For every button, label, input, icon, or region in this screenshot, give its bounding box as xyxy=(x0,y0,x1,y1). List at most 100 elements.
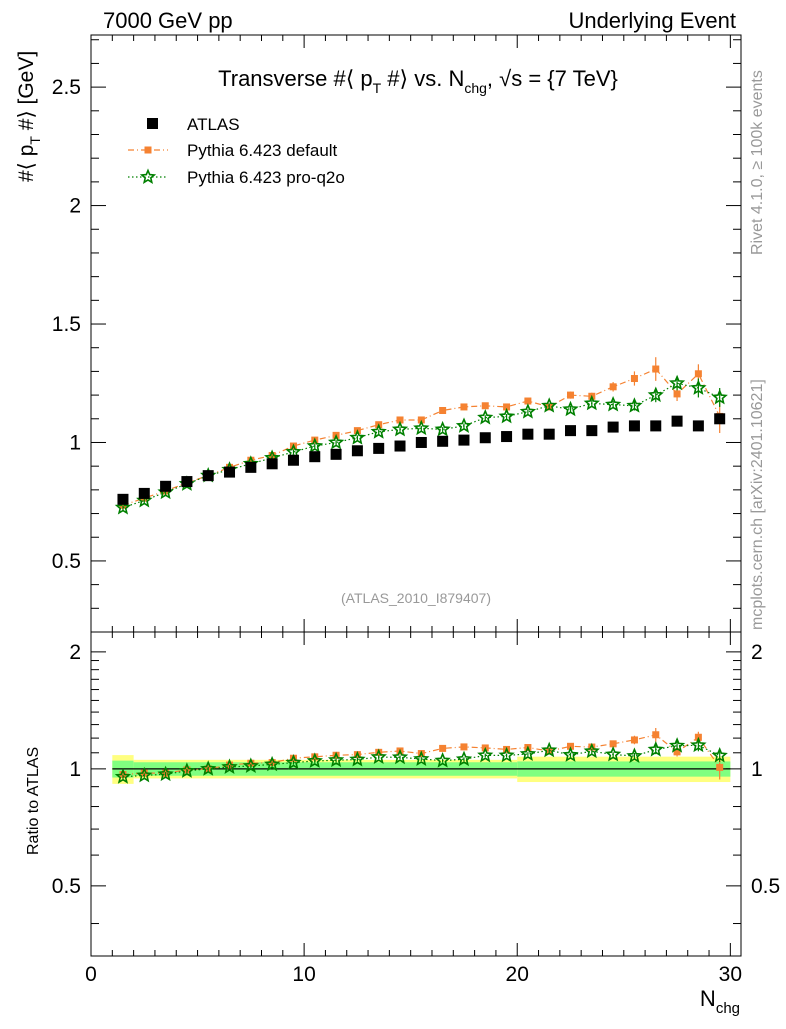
default-point xyxy=(481,402,489,410)
proq2o-point xyxy=(114,499,132,515)
proq2o-point xyxy=(391,420,409,437)
default-point xyxy=(630,375,638,383)
ratio-proq2o-point xyxy=(562,746,579,762)
atlas-point xyxy=(224,466,236,478)
default-point xyxy=(567,391,575,399)
ratio-proq2o-point xyxy=(242,757,260,773)
proq2o-point xyxy=(668,374,686,391)
atlas-point xyxy=(522,428,534,440)
y-tick-label: 2.5 xyxy=(52,76,81,99)
x-axis-label: Nchg xyxy=(700,986,740,1017)
default-point xyxy=(652,365,660,373)
atlas-point xyxy=(437,435,449,447)
atlas-point xyxy=(266,458,278,470)
x-tick-label: 30 xyxy=(719,963,742,986)
ratio-proq2o-point xyxy=(690,736,707,753)
atlas-point xyxy=(458,434,470,446)
atlas-point xyxy=(138,487,150,499)
atlas-point xyxy=(671,415,683,427)
default-point xyxy=(694,370,702,378)
ratio-proq2o-point xyxy=(434,752,451,768)
atlas-point xyxy=(394,440,406,452)
legend: ATLAS Pythia 6.423 default Pythia 6.423 … xyxy=(128,115,345,187)
atlas-point xyxy=(181,476,193,488)
ratio-proq2o-point xyxy=(455,750,473,767)
ratio-default-point xyxy=(630,736,638,744)
ratio-proq2o-line xyxy=(122,744,720,778)
atlas-point xyxy=(628,420,640,432)
ratio-proq2o-point xyxy=(136,766,153,783)
ratio-default-point xyxy=(119,771,127,779)
ratio-proq2o-point xyxy=(711,747,728,763)
proq2o-point xyxy=(455,417,473,433)
y-tick-label: 1.5 xyxy=(52,313,81,336)
ratio-y-axis-label: Ratio to ATLAS xyxy=(25,747,42,855)
ratio-panel: 0 10 20 30 0.5 0.5 1 1 2 2 Ratio to ATLAS Nchg xyxy=(25,631,780,1017)
ratio-proq2o-point xyxy=(157,765,174,782)
atlas-point xyxy=(714,413,726,425)
atlas-point xyxy=(351,445,363,457)
default-point xyxy=(396,416,404,424)
x-tick-label: 10 xyxy=(292,963,315,986)
default-point xyxy=(439,406,447,414)
ratio-default-point xyxy=(289,754,297,762)
ratio-proq2o-point xyxy=(647,741,664,757)
proq2o-point xyxy=(541,397,558,413)
ratio-proq2o-point xyxy=(306,752,323,768)
atlas-point xyxy=(117,493,129,505)
atlas-point xyxy=(501,431,513,443)
proq2o-point xyxy=(306,437,324,453)
ratio-default-point xyxy=(460,743,468,751)
proq2o-point xyxy=(477,409,494,425)
y-tick-label: 0.5 xyxy=(52,550,81,573)
ratio-proq2o-point xyxy=(200,760,217,776)
ratio-proq2o-point xyxy=(668,737,686,753)
default-point xyxy=(247,456,255,464)
rivet-label: Rivet 4.1.0, ≥ 100k events xyxy=(749,70,766,255)
ratio-default-point xyxy=(716,763,724,771)
y-tick-label: 2 xyxy=(69,195,81,218)
legend-marker-atlas xyxy=(147,118,158,129)
proq2o-point xyxy=(498,407,515,424)
ratio-default-point xyxy=(439,744,447,752)
legend-item-default: Pythia 6.423 default xyxy=(128,141,338,160)
proq2o-point xyxy=(434,420,451,437)
main-panel: 0.5 1 1.5 2 2.5 Transverse #⟨ pT #⟩ vs. Nchg… xyxy=(15,34,742,633)
ratio-proq2o-point xyxy=(413,750,430,766)
ratio-y-tick-label-right: 1 xyxy=(751,758,763,781)
atlas-point xyxy=(586,425,598,437)
ratio-proq2o-point xyxy=(498,746,515,763)
legend-item-atlas: ATLAS xyxy=(147,115,240,134)
atlas-point xyxy=(330,448,342,460)
proq2o-point xyxy=(327,433,345,450)
ratio-default-point xyxy=(247,759,255,767)
proq2o-point xyxy=(711,388,728,405)
ratio-y-tick-label-right: 0.5 xyxy=(751,875,780,898)
proq2o-point xyxy=(349,429,366,445)
mcplots-label: mcplots.cern.ch [arXiv:2401.10621] xyxy=(749,379,766,630)
ratio-y-tick-label: 0.5 xyxy=(52,875,81,898)
ratio-proq2o-point xyxy=(604,745,622,762)
ratio-proq2o-point xyxy=(349,750,366,767)
ratio-default-point xyxy=(588,743,596,751)
atlas-point xyxy=(373,442,385,454)
header-right: Underlying Event xyxy=(568,8,736,33)
default-point xyxy=(609,383,617,391)
x-tick-label: 20 xyxy=(506,963,529,986)
ratio-proq2o-point xyxy=(264,755,281,772)
atlas-point xyxy=(692,420,704,432)
legend-label-proq2o: Pythia 6.423 pro-q2o xyxy=(187,168,345,187)
default-point xyxy=(673,390,681,398)
ratio-proq2o-point xyxy=(626,747,643,763)
atlas-point xyxy=(607,421,619,433)
ratio-y-tick-label-right: 2 xyxy=(751,641,763,664)
proq2o-point xyxy=(562,400,579,417)
proq2o-point xyxy=(626,397,643,413)
ratio-proq2o-point xyxy=(370,748,387,765)
atlas-point xyxy=(245,461,257,473)
ratio-default-point xyxy=(311,753,319,761)
proq2o-point xyxy=(413,419,430,436)
ratio-default-point xyxy=(673,748,681,756)
atlas-point xyxy=(543,428,555,440)
